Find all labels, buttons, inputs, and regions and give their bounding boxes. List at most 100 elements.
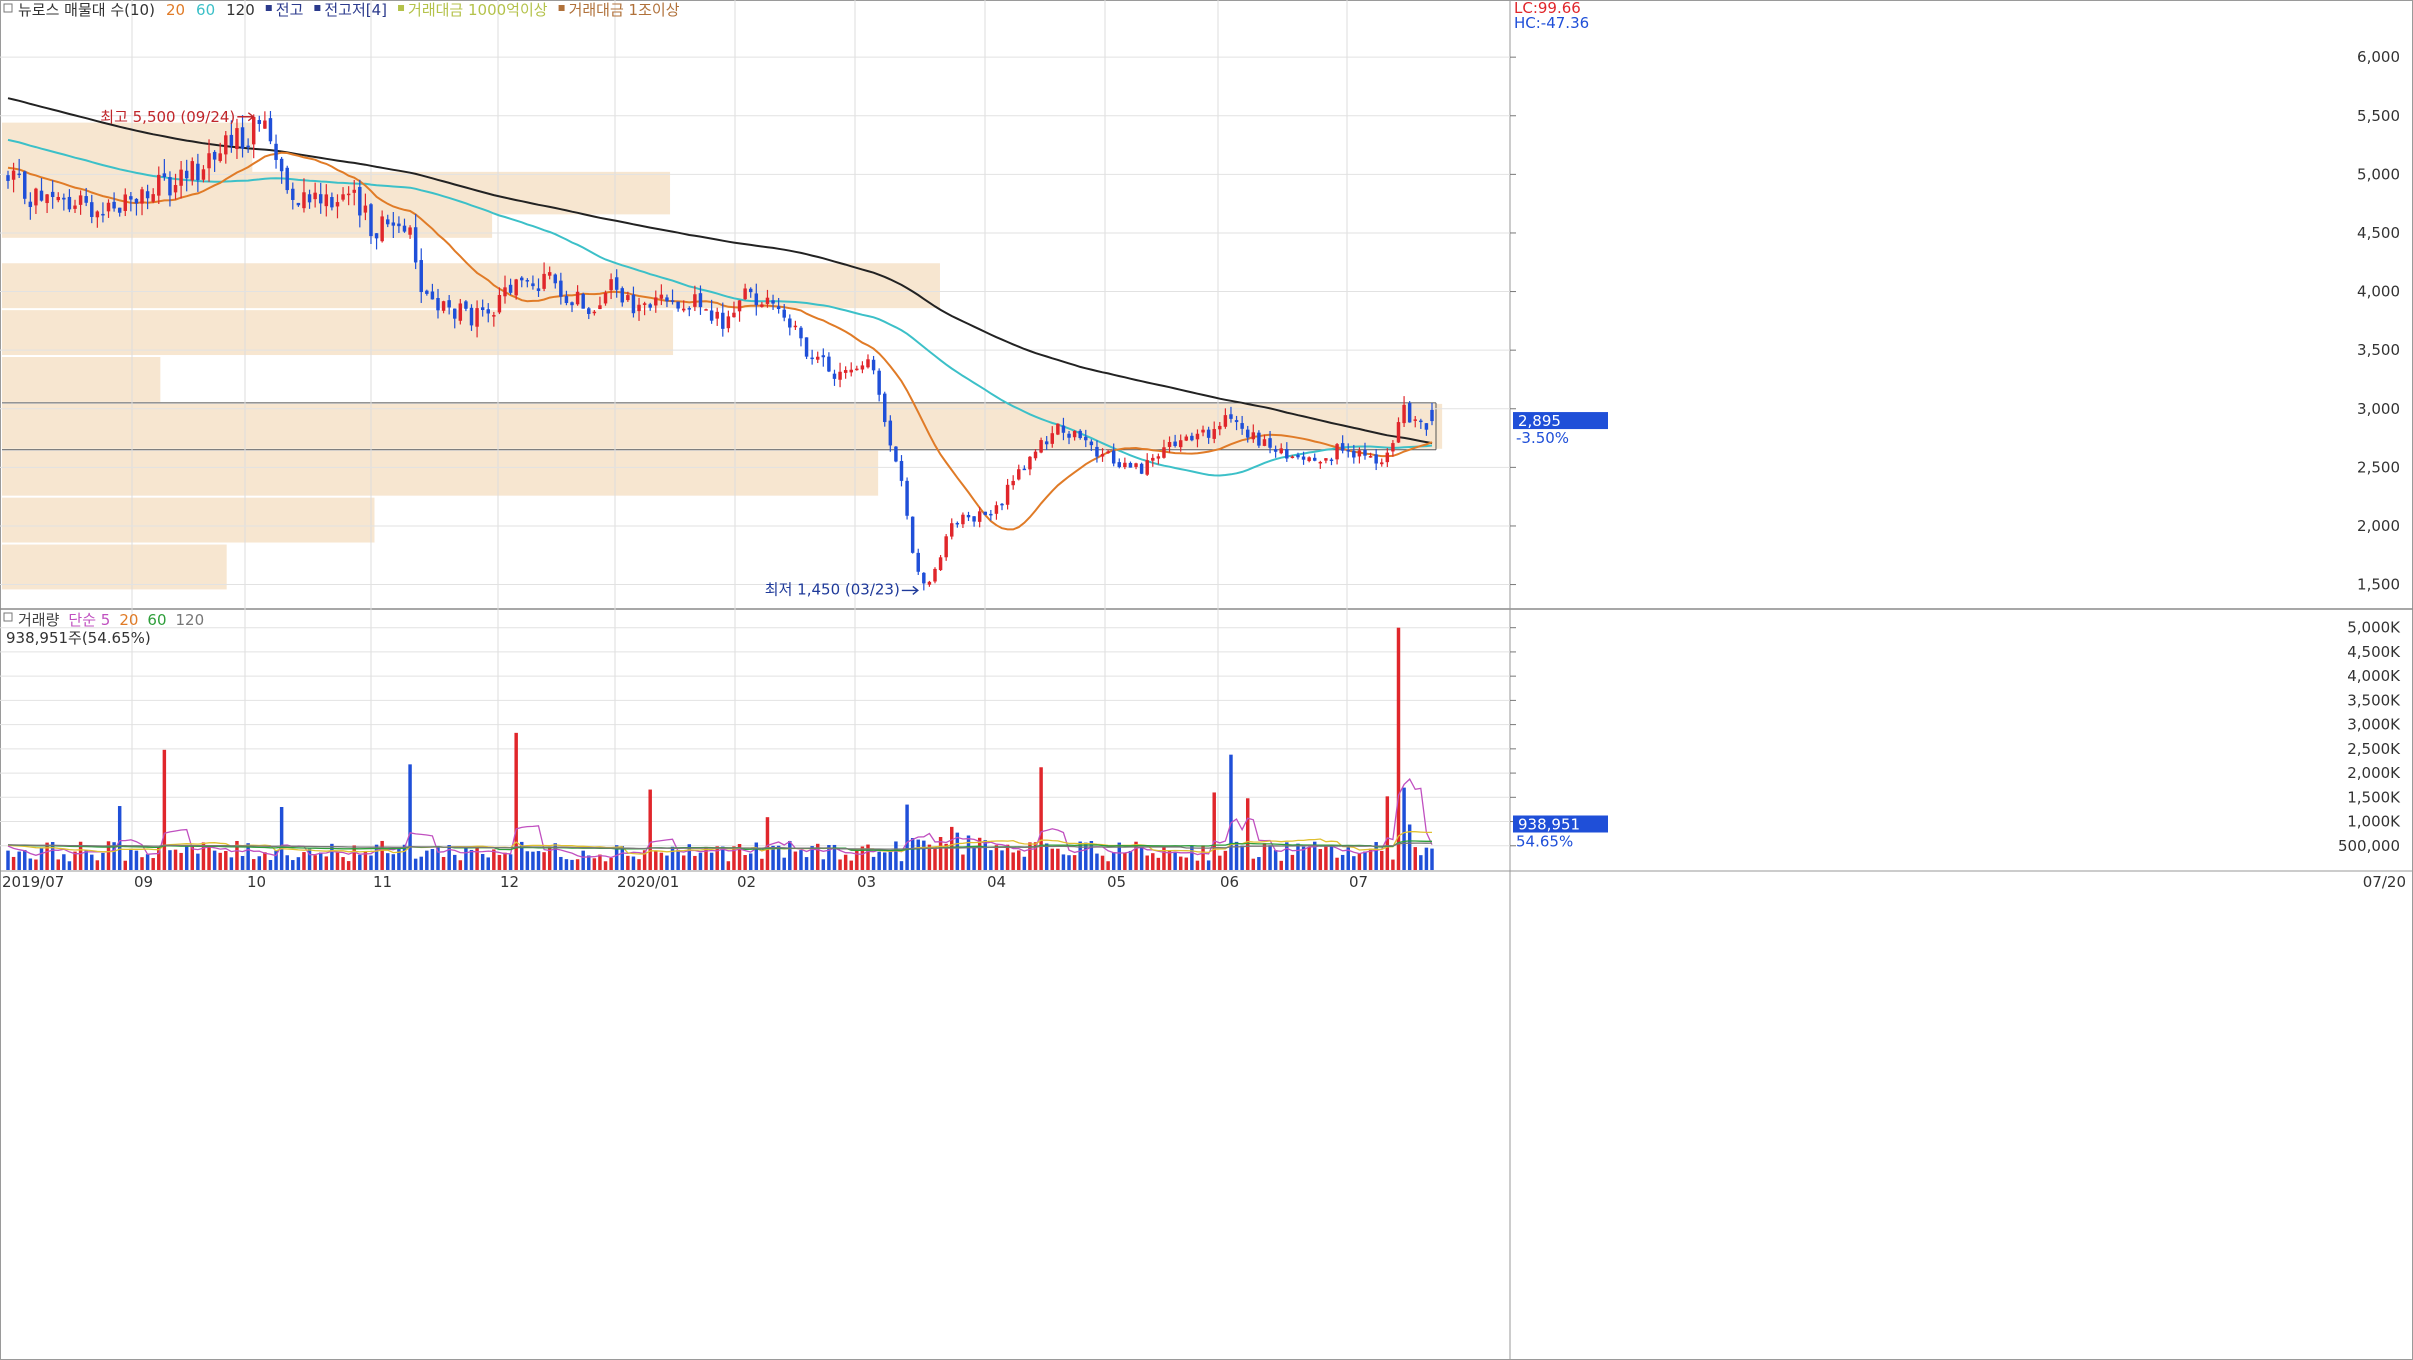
volume-bar bbox=[123, 860, 128, 870]
candle-body bbox=[279, 158, 284, 172]
candle bbox=[1268, 430, 1272, 454]
volume-bar bbox=[508, 854, 513, 870]
volume-bar bbox=[961, 854, 965, 870]
price-legend-swatch bbox=[398, 5, 405, 11]
candle bbox=[1324, 458, 1328, 464]
candle-body bbox=[687, 308, 692, 310]
candle bbox=[313, 182, 317, 208]
candle-body bbox=[1357, 450, 1362, 457]
volume-bar bbox=[1352, 856, 1356, 870]
candle-body bbox=[676, 301, 680, 309]
volume-bar bbox=[1268, 845, 1272, 870]
volume-bar bbox=[173, 849, 178, 870]
candle bbox=[1234, 415, 1239, 431]
volume-bar bbox=[1162, 846, 1166, 870]
candle bbox=[899, 455, 904, 487]
candle-body bbox=[374, 233, 379, 239]
candle-body bbox=[458, 303, 463, 321]
candle-body bbox=[1056, 423, 1060, 435]
candle bbox=[201, 165, 206, 183]
candle bbox=[386, 214, 390, 228]
volume-bar bbox=[922, 840, 926, 870]
candle bbox=[1296, 452, 1300, 460]
volume-bar bbox=[581, 850, 585, 870]
volume-bar bbox=[235, 840, 239, 870]
price-zone-6 bbox=[2, 357, 161, 402]
candle bbox=[106, 199, 111, 218]
candle bbox=[1084, 429, 1088, 448]
candle bbox=[425, 289, 429, 296]
candle-body bbox=[1279, 448, 1283, 454]
candle bbox=[631, 286, 636, 318]
volume-bar bbox=[564, 859, 569, 870]
candle bbox=[592, 310, 597, 316]
candle bbox=[1117, 458, 1122, 469]
candle bbox=[570, 301, 574, 313]
candle-body bbox=[503, 287, 507, 297]
volume-bar bbox=[737, 844, 742, 870]
candle bbox=[1195, 429, 1200, 448]
volume-bar bbox=[23, 849, 27, 870]
candle bbox=[1419, 418, 1423, 429]
volume-bar bbox=[263, 852, 267, 870]
candle bbox=[542, 262, 546, 292]
candle bbox=[419, 248, 423, 303]
candle bbox=[447, 295, 451, 315]
volume-bar bbox=[201, 842, 206, 870]
candle bbox=[73, 199, 77, 213]
volume-bar bbox=[179, 852, 183, 870]
candle-body bbox=[453, 308, 457, 319]
candle bbox=[676, 301, 680, 312]
volume-bar bbox=[698, 852, 703, 870]
volume-bar bbox=[224, 851, 228, 870]
candle bbox=[1307, 456, 1311, 463]
candle-body bbox=[894, 446, 898, 462]
volume-bar bbox=[503, 852, 507, 870]
volume-bar bbox=[883, 852, 887, 870]
candle-body bbox=[1346, 449, 1350, 452]
candle-body bbox=[754, 293, 759, 306]
candle-body bbox=[1290, 456, 1295, 459]
candle bbox=[318, 182, 323, 214]
candle-body bbox=[1028, 456, 1032, 470]
candle-body bbox=[927, 581, 932, 585]
candle-body bbox=[184, 170, 189, 179]
candle-body bbox=[815, 356, 820, 360]
candle bbox=[1139, 462, 1144, 475]
candle-body bbox=[531, 283, 535, 287]
candle bbox=[408, 225, 412, 239]
candle bbox=[1413, 415, 1417, 428]
date-label: 06 bbox=[1220, 873, 1239, 891]
volume-bar bbox=[1290, 854, 1295, 870]
candle-body bbox=[212, 151, 217, 160]
candle bbox=[480, 299, 485, 317]
ma60-line bbox=[7, 138, 1433, 477]
candle bbox=[23, 170, 27, 205]
candle bbox=[1100, 448, 1105, 462]
candle bbox=[441, 300, 446, 314]
date-label: 11 bbox=[373, 873, 392, 891]
candle bbox=[531, 275, 535, 290]
candle-body bbox=[670, 300, 675, 302]
candle-body bbox=[1234, 420, 1239, 423]
volume-bar bbox=[1117, 842, 1122, 870]
candle bbox=[341, 187, 345, 202]
candle bbox=[687, 306, 692, 317]
volume-bar bbox=[469, 849, 474, 870]
candle-body bbox=[335, 202, 340, 207]
volume-ma120-line bbox=[7, 842, 1433, 850]
candle bbox=[748, 287, 753, 298]
candle-body bbox=[843, 370, 848, 373]
candle-body bbox=[341, 194, 345, 200]
candle-body bbox=[1352, 450, 1356, 458]
volume-bar bbox=[28, 858, 33, 870]
volume-bar bbox=[397, 847, 401, 870]
volume-bar bbox=[291, 860, 295, 870]
candle bbox=[352, 179, 356, 206]
volume-bar bbox=[559, 856, 563, 870]
volume-bar bbox=[1380, 850, 1384, 870]
candle bbox=[709, 299, 714, 324]
volume-bar bbox=[732, 846, 736, 870]
candle-body bbox=[369, 204, 373, 237]
candle bbox=[1223, 408, 1228, 429]
